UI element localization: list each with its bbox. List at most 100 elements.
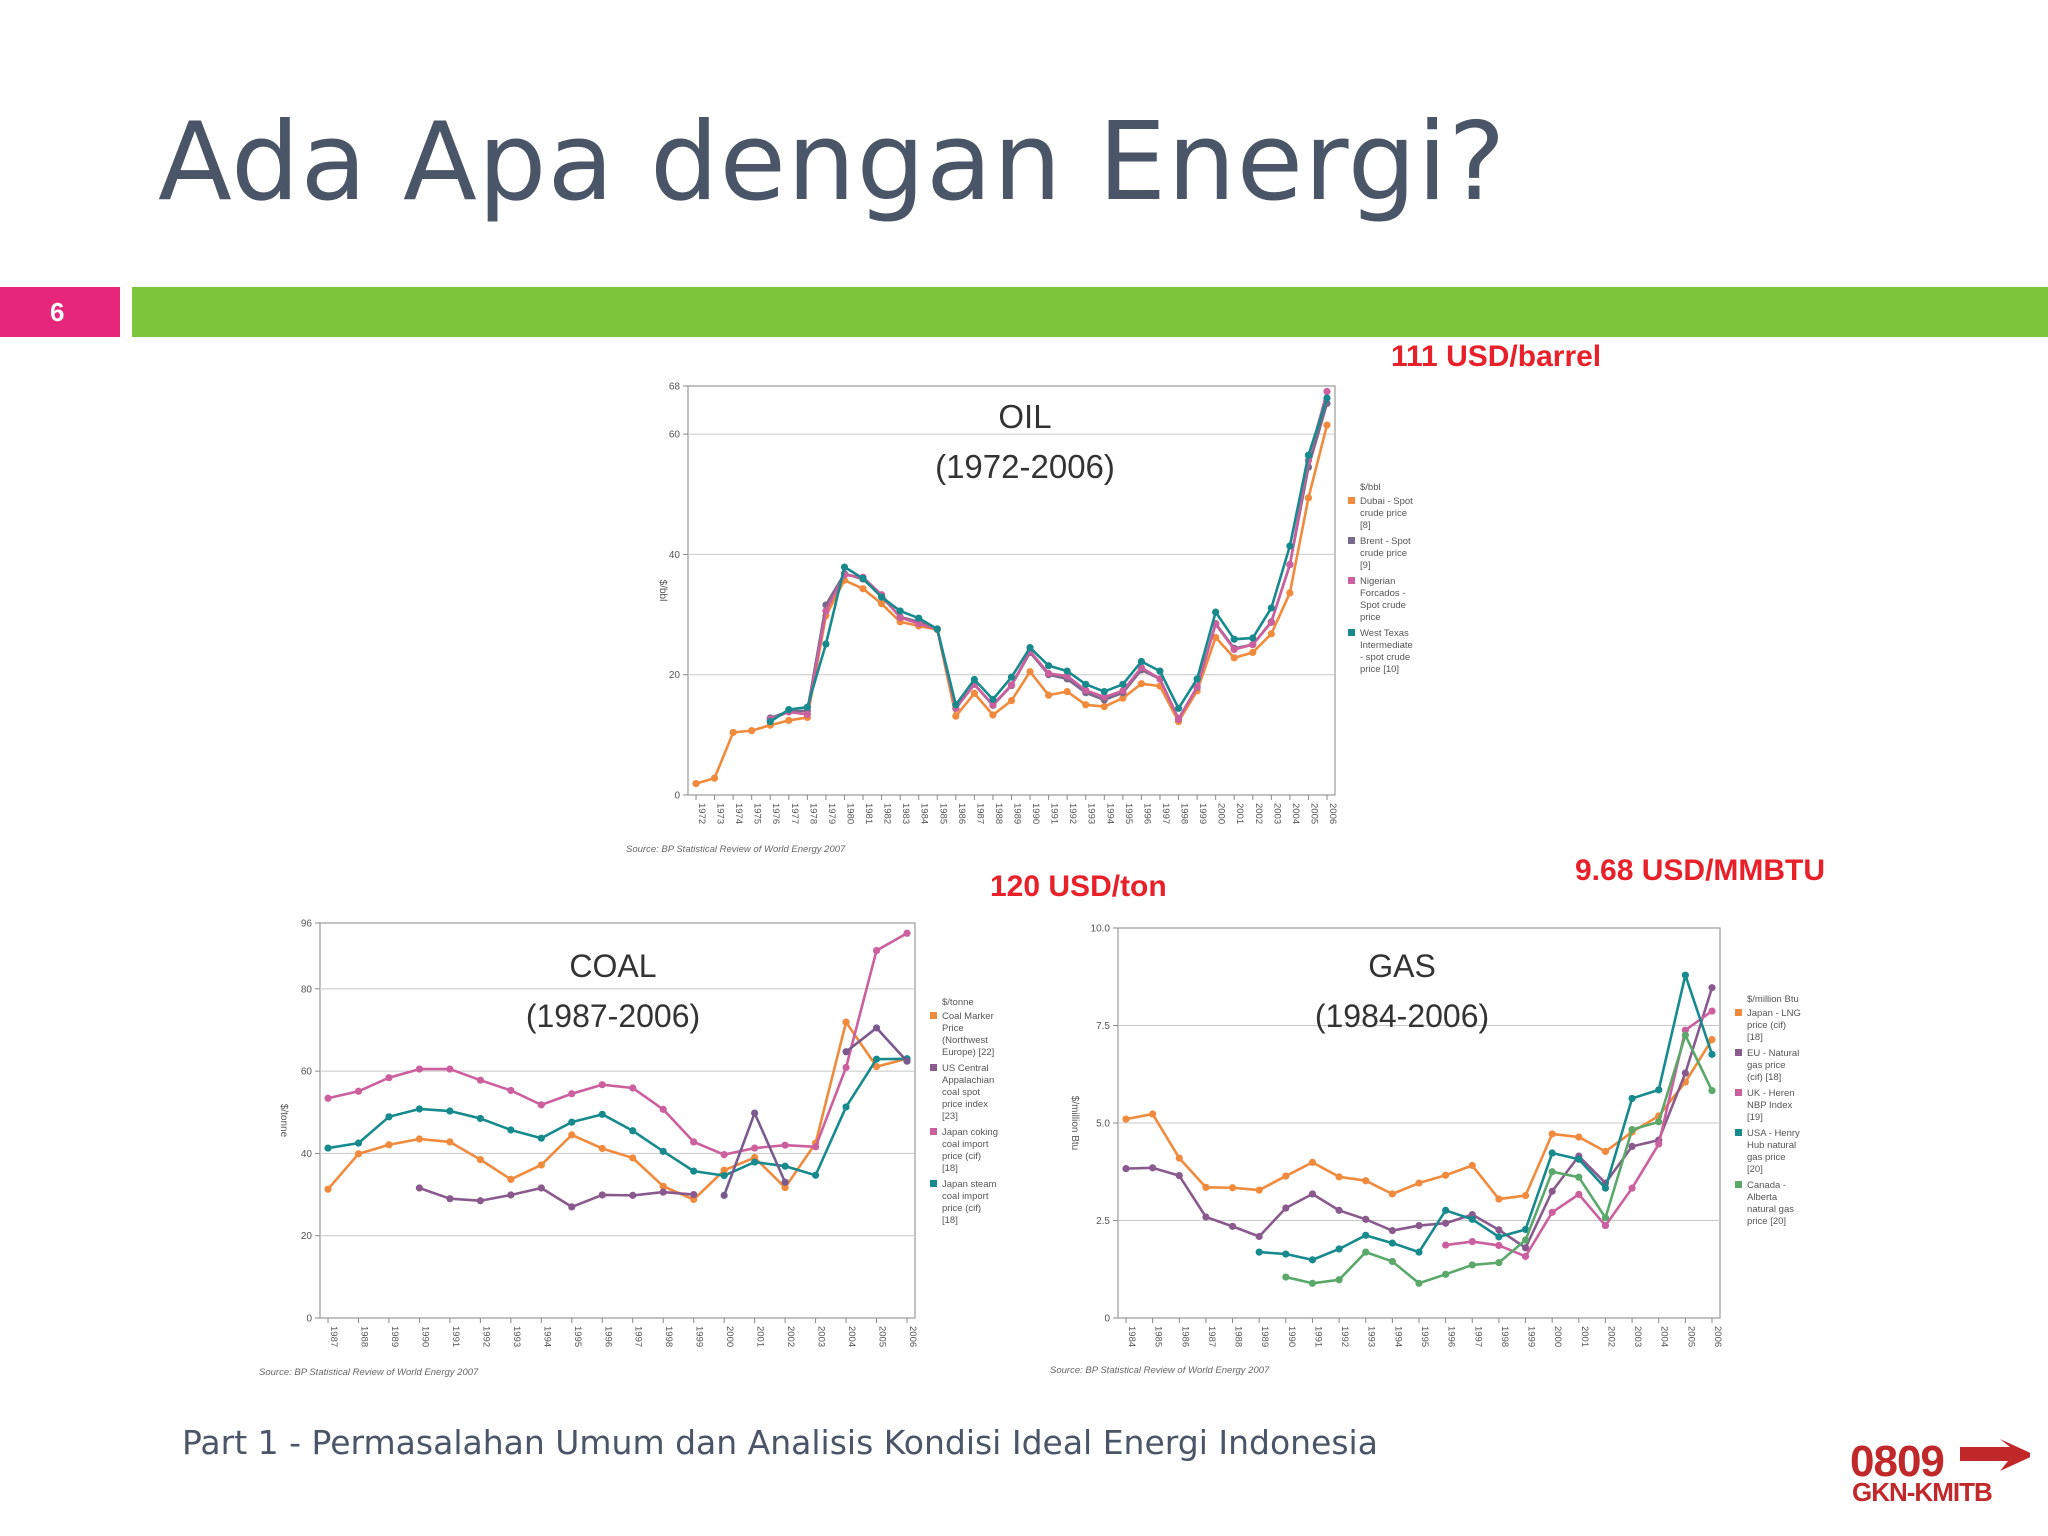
gas-x-tick-label: 1988 [1233, 1326, 1244, 1347]
coal-data-point [598, 1081, 606, 1089]
coal-chart-subtitle: (1987-2006) [526, 998, 700, 1034]
oil-x-tick-label: 1977 [789, 803, 800, 824]
gas-data-point [1548, 1208, 1556, 1216]
gas-data-point [1149, 1110, 1157, 1118]
oil-data-point [822, 607, 830, 615]
coal-legend-label: coal spot [942, 1087, 980, 1098]
oil-data-point [1323, 387, 1331, 396]
coal-data-point [690, 1138, 698, 1146]
gas-legend-label: Canada - [1747, 1180, 1786, 1191]
coal-x-tick-label: 1997 [633, 1326, 644, 1347]
gas-series-line-3 [1259, 973, 1714, 1262]
gas-data-point [1228, 1222, 1237, 1230]
gas-legend-swatch [1735, 1129, 1742, 1136]
gas-chart: 0 2.5 5.0 7.5 10.0 $/million Btu 1984 1985 1986 1… [1050, 924, 1801, 1377]
oil-data-point [989, 701, 997, 709]
gas-data-point [1282, 1273, 1290, 1281]
oil-data-point [915, 619, 923, 628]
oil-data-point [1007, 696, 1016, 705]
gas-data-point [1308, 1190, 1317, 1198]
gas-data-point [1708, 1087, 1716, 1095]
coal-data-point [354, 1087, 363, 1095]
gas-x-tick-label: 1997 [1472, 1326, 1483, 1347]
coal-data-point [872, 1055, 881, 1063]
coal-data-point [781, 1162, 789, 1170]
oil-legend-label: [9] [1360, 560, 1371, 571]
gas-data-point [1282, 1204, 1290, 1212]
coal-data-point [568, 1203, 576, 1211]
oil-data-point [1063, 667, 1071, 675]
gas-data-point [1335, 1245, 1343, 1253]
oil-data-point [785, 716, 793, 725]
coal-data-point [598, 1144, 606, 1153]
oil-x-tick-label: 1980 [844, 803, 855, 824]
gas-data-point [1415, 1179, 1423, 1187]
coal-data-point [811, 1171, 820, 1179]
gas-data-point [1521, 1236, 1530, 1244]
gas-data-point [1655, 1140, 1663, 1148]
oil-x-tick-label: 1982 [882, 803, 893, 824]
gas-data-point [1362, 1231, 1370, 1239]
coal-data-point [720, 1191, 728, 1199]
gas-data-point [1575, 1173, 1583, 1181]
gas-data-point [1202, 1213, 1210, 1221]
oil-data-point [989, 711, 997, 719]
gas-data-point [1468, 1161, 1476, 1170]
gas-data-point [1122, 1165, 1130, 1173]
oil-data-point [877, 600, 886, 608]
coal-legend-swatch [930, 1180, 937, 1187]
gas-y-tick-label: 2.5 [1096, 1216, 1110, 1227]
gas-data-point [1495, 1241, 1503, 1250]
gas-legend-label: Japan - LNG [1747, 1008, 1801, 1019]
page-badge [0, 287, 120, 337]
coal-data-point [446, 1065, 454, 1073]
gas-data-point [1442, 1171, 1450, 1179]
oil-data-point [915, 614, 923, 622]
coal-data-point [720, 1172, 728, 1180]
gas-x-tick-label: 1987 [1206, 1326, 1217, 1347]
oil-data-point [859, 574, 867, 583]
gas-data-point [1548, 1130, 1556, 1138]
coal-legend-label: [18] [942, 1163, 958, 1174]
slide-title: Ada Apa dengan Energi? [158, 100, 1507, 225]
gas-x-tick-label: 1984 [1126, 1326, 1137, 1347]
gas-data-point [1548, 1187, 1556, 1195]
coal-data-point [507, 1191, 515, 1199]
coal-data-point [751, 1144, 759, 1152]
gas-data-point [1681, 1031, 1689, 1039]
gas-data-point [1388, 1190, 1396, 1198]
oil-legend-label: Intermediate [1360, 640, 1413, 651]
oil-legend-label: crude price [1360, 508, 1407, 519]
coal-legend-label: Coal Marker [942, 1011, 994, 1022]
gas-legend-label: NBP Index [1747, 1100, 1792, 1111]
oil-legend-label: crude price [1360, 548, 1407, 559]
coal-x-tick-label: 1996 [602, 1326, 613, 1347]
gas-x-tick-label: 2001 [1579, 1326, 1590, 1347]
oil-data-point [1082, 680, 1090, 688]
oil-y-tick-label: 60 [669, 430, 681, 441]
oil-x-tick-label: 1991 [1049, 803, 1060, 824]
oil-legend-swatch [1348, 629, 1355, 636]
coal-x-tick-label: 1992 [480, 1326, 491, 1347]
coal-data-point [446, 1138, 454, 1146]
gas-data-point [1601, 1214, 1610, 1222]
oil-y-tick-label: 20 [669, 670, 681, 681]
coal-series-line-2 [327, 932, 908, 1156]
gas-x-tick-label: 1995 [1419, 1326, 1430, 1347]
gas-x-tick-label: 2000 [1552, 1326, 1563, 1347]
oil-data-point [1174, 715, 1183, 723]
gas-data-point [1282, 1250, 1290, 1258]
coal-data-point [537, 1184, 545, 1192]
oil-data-point [1100, 702, 1108, 711]
coal-x-tick-label: 1998 [663, 1326, 674, 1347]
gas-data-point [1335, 1173, 1343, 1181]
gas-chart-title: GAS [1368, 948, 1436, 984]
gas-data-point [1708, 1035, 1716, 1044]
coal-data-point [507, 1086, 515, 1095]
oil-x-tick-label: 1974 [733, 803, 744, 824]
gas-x-tick-label: 1994 [1392, 1326, 1403, 1347]
gas-x-tick-label: 2002 [1605, 1326, 1616, 1347]
coal-data-point [842, 1048, 850, 1056]
oil-data-point [1230, 645, 1238, 654]
oil-x-tick-label: 2003 [1271, 803, 1282, 824]
